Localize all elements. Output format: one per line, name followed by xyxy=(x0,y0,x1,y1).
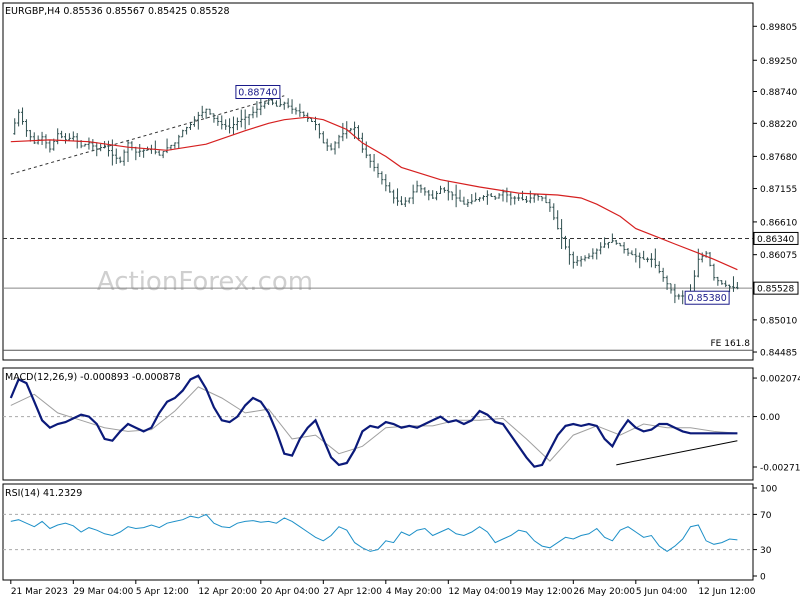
rsi-pane-frame xyxy=(2,483,754,581)
price-pane[interactable]: 0.89805 0.89250 0.88740 0.88220 0.87680 0.871… xyxy=(3,23,799,359)
time-tick-label: 27 Apr 12:00 xyxy=(323,587,382,597)
macd-signal-line xyxy=(10,386,738,462)
price-tick-label: 0.89250 xyxy=(760,57,797,67)
rsi-pane[interactable]: 100 70 30 0 xyxy=(3,485,777,583)
time-tick-label: 21 Mar 2023 xyxy=(11,587,68,597)
channel-trend-line xyxy=(10,95,285,175)
time-tick-label: 12 Jun 12:00 xyxy=(698,587,755,597)
time-tick-label: 12 Apr 20:00 xyxy=(198,587,257,597)
price-tick-label: 0.86610 xyxy=(760,218,797,228)
rsi-line xyxy=(10,513,738,553)
price-tick-label: 0.87680 xyxy=(760,153,797,163)
rsi-header: RSI(14) 41.2329 xyxy=(5,488,82,499)
price-annotation-label: 0.85380 xyxy=(687,293,726,304)
rsi-tick-label: 70 xyxy=(760,511,772,521)
price-tick-label: 0.84485 xyxy=(760,349,797,359)
price-tick-label: 0.88220 xyxy=(760,120,797,130)
price-annotation-box xyxy=(235,84,281,99)
macd-tick-label: -0.002716 xyxy=(760,464,800,474)
price-tick-label: 0.88740 xyxy=(760,88,797,98)
price-tick-label: 0.85010 xyxy=(760,316,797,326)
price-annotation-label: 0.88740 xyxy=(238,87,277,98)
rsi-tick-label: 100 xyxy=(760,485,777,495)
price-annotation-box xyxy=(684,290,730,305)
level-label-box xyxy=(753,281,799,295)
price-tick-label: 0.87155 xyxy=(760,185,797,195)
time-tick-label: 12 May 04:00 xyxy=(448,587,510,597)
level-label: 0.85528 xyxy=(757,285,794,295)
level-label-box xyxy=(753,231,799,245)
time-tick-label: 26 May 20:00 xyxy=(573,587,635,597)
macd-trend-line xyxy=(616,440,738,466)
time-tick-label: 5 Apr 12:00 xyxy=(136,587,189,597)
macd-pane[interactable]: 0.002074 0.00 -0.002716 xyxy=(3,374,800,474)
rsi-tick-label: 0 xyxy=(760,573,766,583)
time-tick-label: 5 Jun 04:00 xyxy=(636,587,688,597)
pane-frames xyxy=(2,2,754,581)
watermark-text: ActionForex.com xyxy=(97,267,313,297)
macd-main-line xyxy=(9,374,738,468)
price-tick-label: 0.89805 xyxy=(760,23,797,33)
macd-tick-label: 0.002074 xyxy=(760,375,800,385)
symbol-header: EURGBP,H4 0.85536 0.85567 0.85425 0.8552… xyxy=(5,6,230,17)
time-tick-label: 4 May 20:00 xyxy=(386,587,442,597)
time-tick-label: 20 Apr 04:00 xyxy=(261,587,320,597)
rsi-tick-label: 30 xyxy=(760,546,772,556)
level-label: 0.86340 xyxy=(757,235,794,245)
macd-pane-frame xyxy=(2,367,754,481)
time-tick-label: 19 May 12:00 xyxy=(511,587,573,597)
watermark-layer: ActionForex.com xyxy=(97,267,313,297)
price-pane-frame xyxy=(2,2,754,361)
moving-average-line xyxy=(10,116,738,271)
fe-label: FE 161.8 xyxy=(711,339,751,349)
time-tick-label: 29 Mar 04:00 xyxy=(73,587,133,597)
macd-header: MACD(12,26,9) -0.000893 -0.000878 xyxy=(5,372,181,383)
macd-tick-label: 0.00 xyxy=(760,413,780,423)
time-axis: 21 Mar 2023 29 Mar 04:00 5 Apr 12:00 12 Apr… xyxy=(10,580,756,597)
price-tick-label: 0.86075 xyxy=(760,251,797,261)
